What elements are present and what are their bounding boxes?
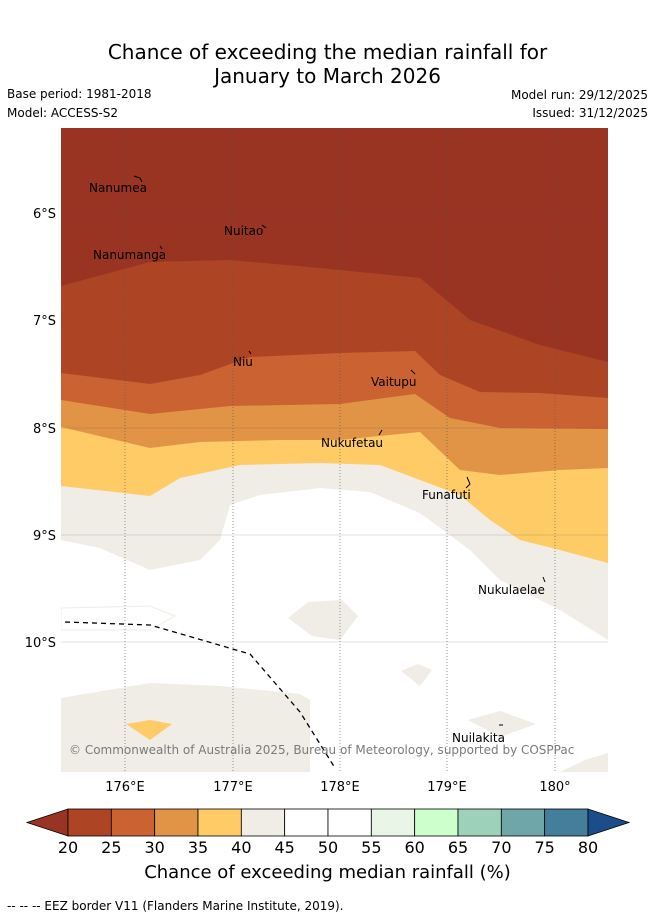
colorbar	[25, 808, 631, 837]
island-outlines	[133, 175, 546, 726]
colorbar-under-arrow	[25, 808, 69, 837]
colorbar-segment	[500, 808, 546, 837]
lat-label-9s: 9°S	[33, 529, 56, 544]
colorbar-segment	[370, 808, 416, 837]
colorbar-tick-label: 70	[491, 838, 512, 857]
colorbar-tick-label: 75	[534, 838, 555, 857]
lat-label-10s: 10°S	[25, 636, 56, 651]
nuitao-outline	[261, 224, 267, 229]
title-line-1: Chance of exceeding the median rainfall …	[107, 40, 548, 64]
nukulaelae-outline	[542, 576, 546, 583]
lon-label-177e: 177°E	[213, 780, 253, 795]
base-period: Base period: 1981-2018	[7, 87, 152, 101]
colorbar-tick-label: 55	[361, 838, 382, 857]
island-label-nanumanga: Nanumanga	[93, 248, 166, 262]
colorbar-segment	[284, 808, 329, 837]
lon-label-179e: 179°E	[427, 780, 467, 795]
colorbar-tick-label: 20	[57, 838, 79, 857]
niu-outline	[248, 350, 252, 355]
colorbar-segment	[110, 808, 156, 837]
eez-legend-note: -- -- -- EEZ border V11 (Flanders Marine…	[7, 899, 344, 913]
colorbar-segment	[544, 808, 589, 837]
lon-label-178e: 178°E	[320, 780, 360, 795]
patch-40-45-south	[61, 683, 310, 772]
issued-date: Issued: 31/12/2025	[532, 106, 648, 120]
colorbar-tick-label: 30	[144, 838, 165, 857]
colorbar-segment	[240, 808, 286, 837]
lat-label-8s: 8°S	[33, 422, 56, 437]
island-label-nuitao: Nuitao	[224, 224, 263, 238]
title-line-2: January to March 2026	[214, 64, 441, 88]
colorbar-label: Chance of exceeding median rainfall (%)	[144, 862, 511, 883]
colorbar-segment	[154, 808, 199, 837]
nanumea-outline	[133, 175, 143, 183]
model-name: Model: ACCESS-S2	[7, 106, 119, 120]
nanumanga-outline	[159, 245, 163, 250]
island-label-funafuti: Funafuti	[422, 488, 471, 502]
eez-border	[64, 621, 336, 769]
patch-40-45-center	[288, 600, 358, 640]
island-label-niu: Niu	[233, 355, 253, 369]
colorbar-tick-label: 60	[404, 838, 425, 857]
island-label-nukufetau: Nukufetau	[321, 436, 383, 450]
colorbar-over-arrow	[587, 808, 631, 837]
patch-35-40-south	[126, 720, 172, 740]
patch-40-45-corner	[560, 753, 608, 772]
colorbar-segment	[197, 808, 242, 837]
colorbar-ticks: 20 25 30 35 40 45 50 55 60 65 70 75 80	[0, 838, 655, 858]
copyright-notice: © Commonwealth of Australia 2025, Bureau…	[69, 743, 574, 757]
rainfall-map: Nanumea Nuitao Nanumanga Niu Vaitupu Nuk…	[61, 128, 608, 772]
colorbar-segment	[327, 808, 372, 837]
colorbar-segment	[457, 808, 502, 837]
colorbar-tick-label: 80	[577, 838, 599, 857]
lon-label-180: 180°	[539, 780, 570, 795]
colorbar-tick-label: 45	[274, 838, 295, 857]
colorbar-tick-label: 40	[231, 838, 252, 857]
patch-40-45-small	[401, 664, 432, 686]
lon-label-176e: 176°E	[105, 780, 145, 795]
funafuti-outline	[465, 476, 471, 489]
colorbar-tick-label: 65	[447, 838, 469, 857]
colorbar-segment	[414, 808, 459, 837]
island-label-nuilakita: Nuilakita	[452, 731, 505, 745]
model-run-date: Model run: 29/12/2025	[510, 88, 648, 102]
island-label-nanumea: Nanumea	[89, 181, 147, 195]
island-label-vaitupu: Vaitupu	[371, 375, 417, 389]
island-labels: Nanumea Nuitao Nanumanga Niu Vaitupu Nuk…	[89, 181, 545, 745]
chart-title: Chance of exceeding the median rainfall …	[0, 40, 655, 88]
colorbar-tick-label: 35	[187, 838, 209, 857]
gridlines	[61, 128, 608, 772]
island-label-nukulaelae: Nukulaelae	[478, 583, 545, 597]
colorbar-tick-label: 25	[101, 838, 122, 857]
patch-40-45-southeast	[468, 711, 536, 737]
nukufetau-outline	[378, 429, 383, 436]
lat-label-6s: 6°S	[33, 207, 56, 222]
colorbar-tick-label: 50	[317, 838, 339, 857]
patch-45-50-west	[61, 605, 177, 631]
colorbar-segment	[67, 808, 112, 837]
latitude-labels: 6°S 7°S 8°S 9°S 10°S	[25, 207, 56, 651]
longitude-labels: 176°E 177°E 178°E 179°E 180°	[105, 780, 570, 795]
lat-label-7s: 7°S	[33, 314, 56, 329]
vaitupu-outline	[410, 369, 416, 375]
